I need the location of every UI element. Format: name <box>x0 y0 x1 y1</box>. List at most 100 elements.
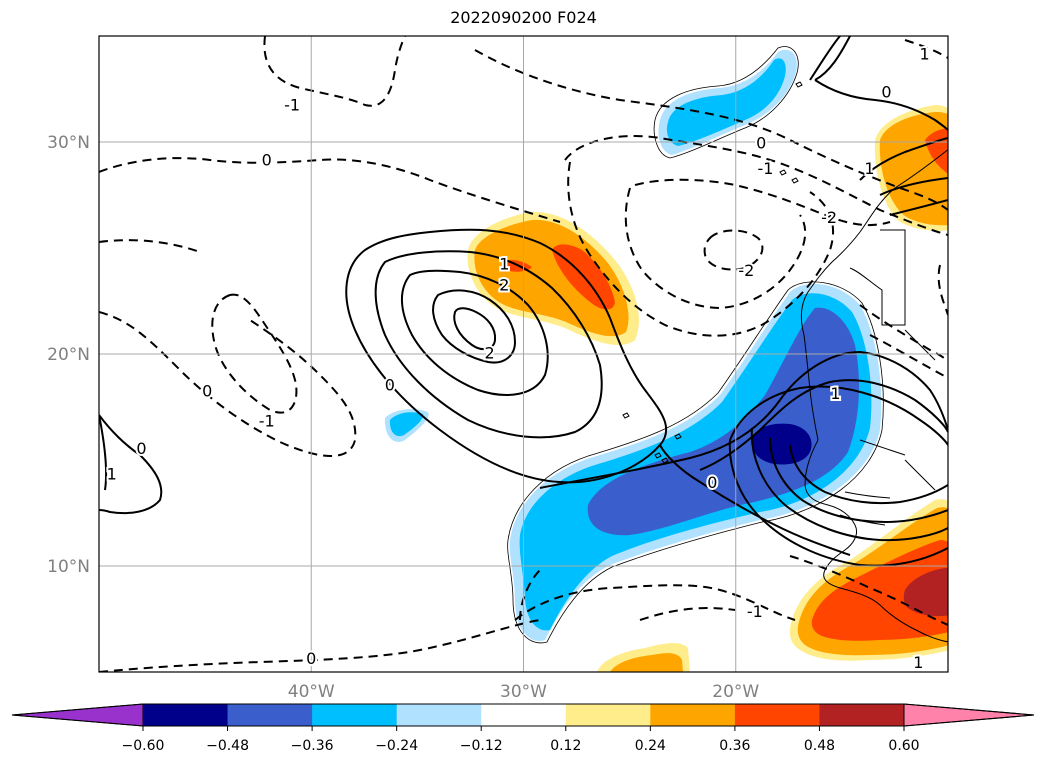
coastline-africa-nw <box>800 148 948 441</box>
contour-pos-east-4 <box>750 427 948 542</box>
contour-label: 0 <box>707 473 717 492</box>
contour-pos-big-arc <box>729 385 948 446</box>
contour-label: 2 <box>499 276 509 295</box>
contour-pos-ne-2 <box>879 177 948 216</box>
colorbar-segment <box>396 704 482 726</box>
contour-label: -1 <box>757 159 773 178</box>
contour-neg-right-mid <box>789 39 948 626</box>
colorbar-tick-label: 0.24 <box>635 738 666 754</box>
contour-label: 1 <box>499 254 509 273</box>
colorbar-tick-label: −0.12 <box>460 738 503 754</box>
lat-label: 20°N <box>47 345 90 365</box>
contour-pos-east-5 <box>769 437 948 524</box>
colorbar-tick-label: 0.48 <box>804 738 835 754</box>
coastline-africa-west <box>804 439 948 643</box>
colorbar-tick-label: 0.60 <box>888 738 919 754</box>
colorbar-segment <box>143 704 229 726</box>
contour-label: 2 <box>484 344 494 363</box>
contour-neg-north <box>263 36 406 107</box>
contour-label: 0 <box>385 375 395 394</box>
lon-label: 30°W <box>500 682 547 702</box>
colorbar-segment <box>819 704 905 726</box>
lon-label: 20°W <box>712 682 759 702</box>
contour-label: 0 <box>756 134 766 153</box>
contour-neg-top-right <box>474 49 948 211</box>
contour-pos-east-3 <box>728 439 948 567</box>
colorbar-segment <box>650 704 736 726</box>
contour-label: 0 <box>881 83 891 102</box>
colorbar-extend-max <box>903 703 1035 727</box>
colorbar-segment <box>227 704 313 726</box>
contour-label: 1 <box>913 653 923 672</box>
colorbar-extend-min <box>11 703 144 727</box>
contour-neg-upper <box>99 157 561 223</box>
colorbar-segment <box>734 704 820 726</box>
contour-label: 1 <box>864 159 874 178</box>
shaded-field <box>384 49 948 672</box>
colorbar-tick-label: −0.48 <box>206 738 249 754</box>
contour-label: -2 <box>821 208 837 227</box>
shade-positive-south-mid <box>610 653 683 672</box>
contours-positive <box>99 36 948 567</box>
colorbar-segment <box>312 704 398 726</box>
contour-pos-3 <box>432 289 517 364</box>
contour-pos-0-east <box>659 444 851 556</box>
colorbar: −0.60 −0.48 −0.36 −0.24 −0.12 0.12 0.24 0.36 0.4… <box>11 703 1035 754</box>
shade-outline-negative <box>507 281 884 644</box>
contour-label: -1 <box>259 411 275 430</box>
contour-label: 1 <box>107 464 117 483</box>
longitude-labels: 40°W 30°W 20°W <box>288 682 760 702</box>
contour-neg-west-inner <box>211 293 298 414</box>
contour-neg-south <box>514 584 796 621</box>
graticule <box>99 36 948 672</box>
coastline-africa-interior <box>849 229 906 326</box>
map-frame <box>98 35 949 673</box>
contour-pos-2 <box>400 269 549 396</box>
colorbar-tick-label: −0.24 <box>375 738 418 754</box>
latitude-labels: 30°N 20°N 10°N <box>47 133 90 577</box>
colorbar-tick-label: 0.36 <box>719 738 750 754</box>
colorbar-tick-label: −0.36 <box>291 738 334 754</box>
map-title: 2022090200 F024 <box>450 8 597 27</box>
shade-positive-se-strong <box>811 540 948 641</box>
contour-label: 1 <box>830 384 840 403</box>
contour-label: -1 <box>284 95 300 114</box>
contour-pos-core <box>453 307 497 351</box>
colorbar-tick-label: −0.60 <box>122 738 165 754</box>
contour-pos-east-6 <box>789 444 948 505</box>
island-canary <box>779 81 803 184</box>
contour-neg-1 <box>99 311 357 457</box>
contour-pos-ne-0 <box>809 36 948 131</box>
contour-neg-south-2 <box>519 569 736 621</box>
shade-negative-strong <box>587 307 860 536</box>
colorbar-tick-label: 0.12 <box>550 738 581 754</box>
contour-pos-ne-1 <box>814 36 948 181</box>
contour-label: 0 <box>306 649 316 668</box>
colorbar-segment <box>481 704 567 726</box>
contour-label: 0 <box>136 439 146 458</box>
contour-pos-west-2 <box>99 414 108 491</box>
contour-pos-0 <box>345 228 668 484</box>
contour-neg-2 <box>634 178 891 227</box>
coastline-border-1 <box>839 329 936 526</box>
contour-label: 0 <box>262 151 272 170</box>
lon-label: 40°W <box>288 682 335 702</box>
shade-positive-mid <box>474 219 629 337</box>
shade-negative-core <box>751 423 812 465</box>
shade-positive-se-core <box>903 568 948 617</box>
contour-label: -2 <box>738 261 754 280</box>
shade-negative-north-mid <box>666 58 786 146</box>
shade-outline-north <box>653 46 799 159</box>
contour-neg-outer-mid <box>99 239 201 253</box>
contours-negative <box>99 36 948 672</box>
contour-pos-east-2 <box>699 379 948 471</box>
lat-label: 10°N <box>47 557 90 577</box>
contour-neg-bottom <box>99 619 541 672</box>
shade-negative-small-mid <box>389 412 424 437</box>
coastlines <box>507 46 948 644</box>
contour-label: 1 <box>920 45 930 64</box>
